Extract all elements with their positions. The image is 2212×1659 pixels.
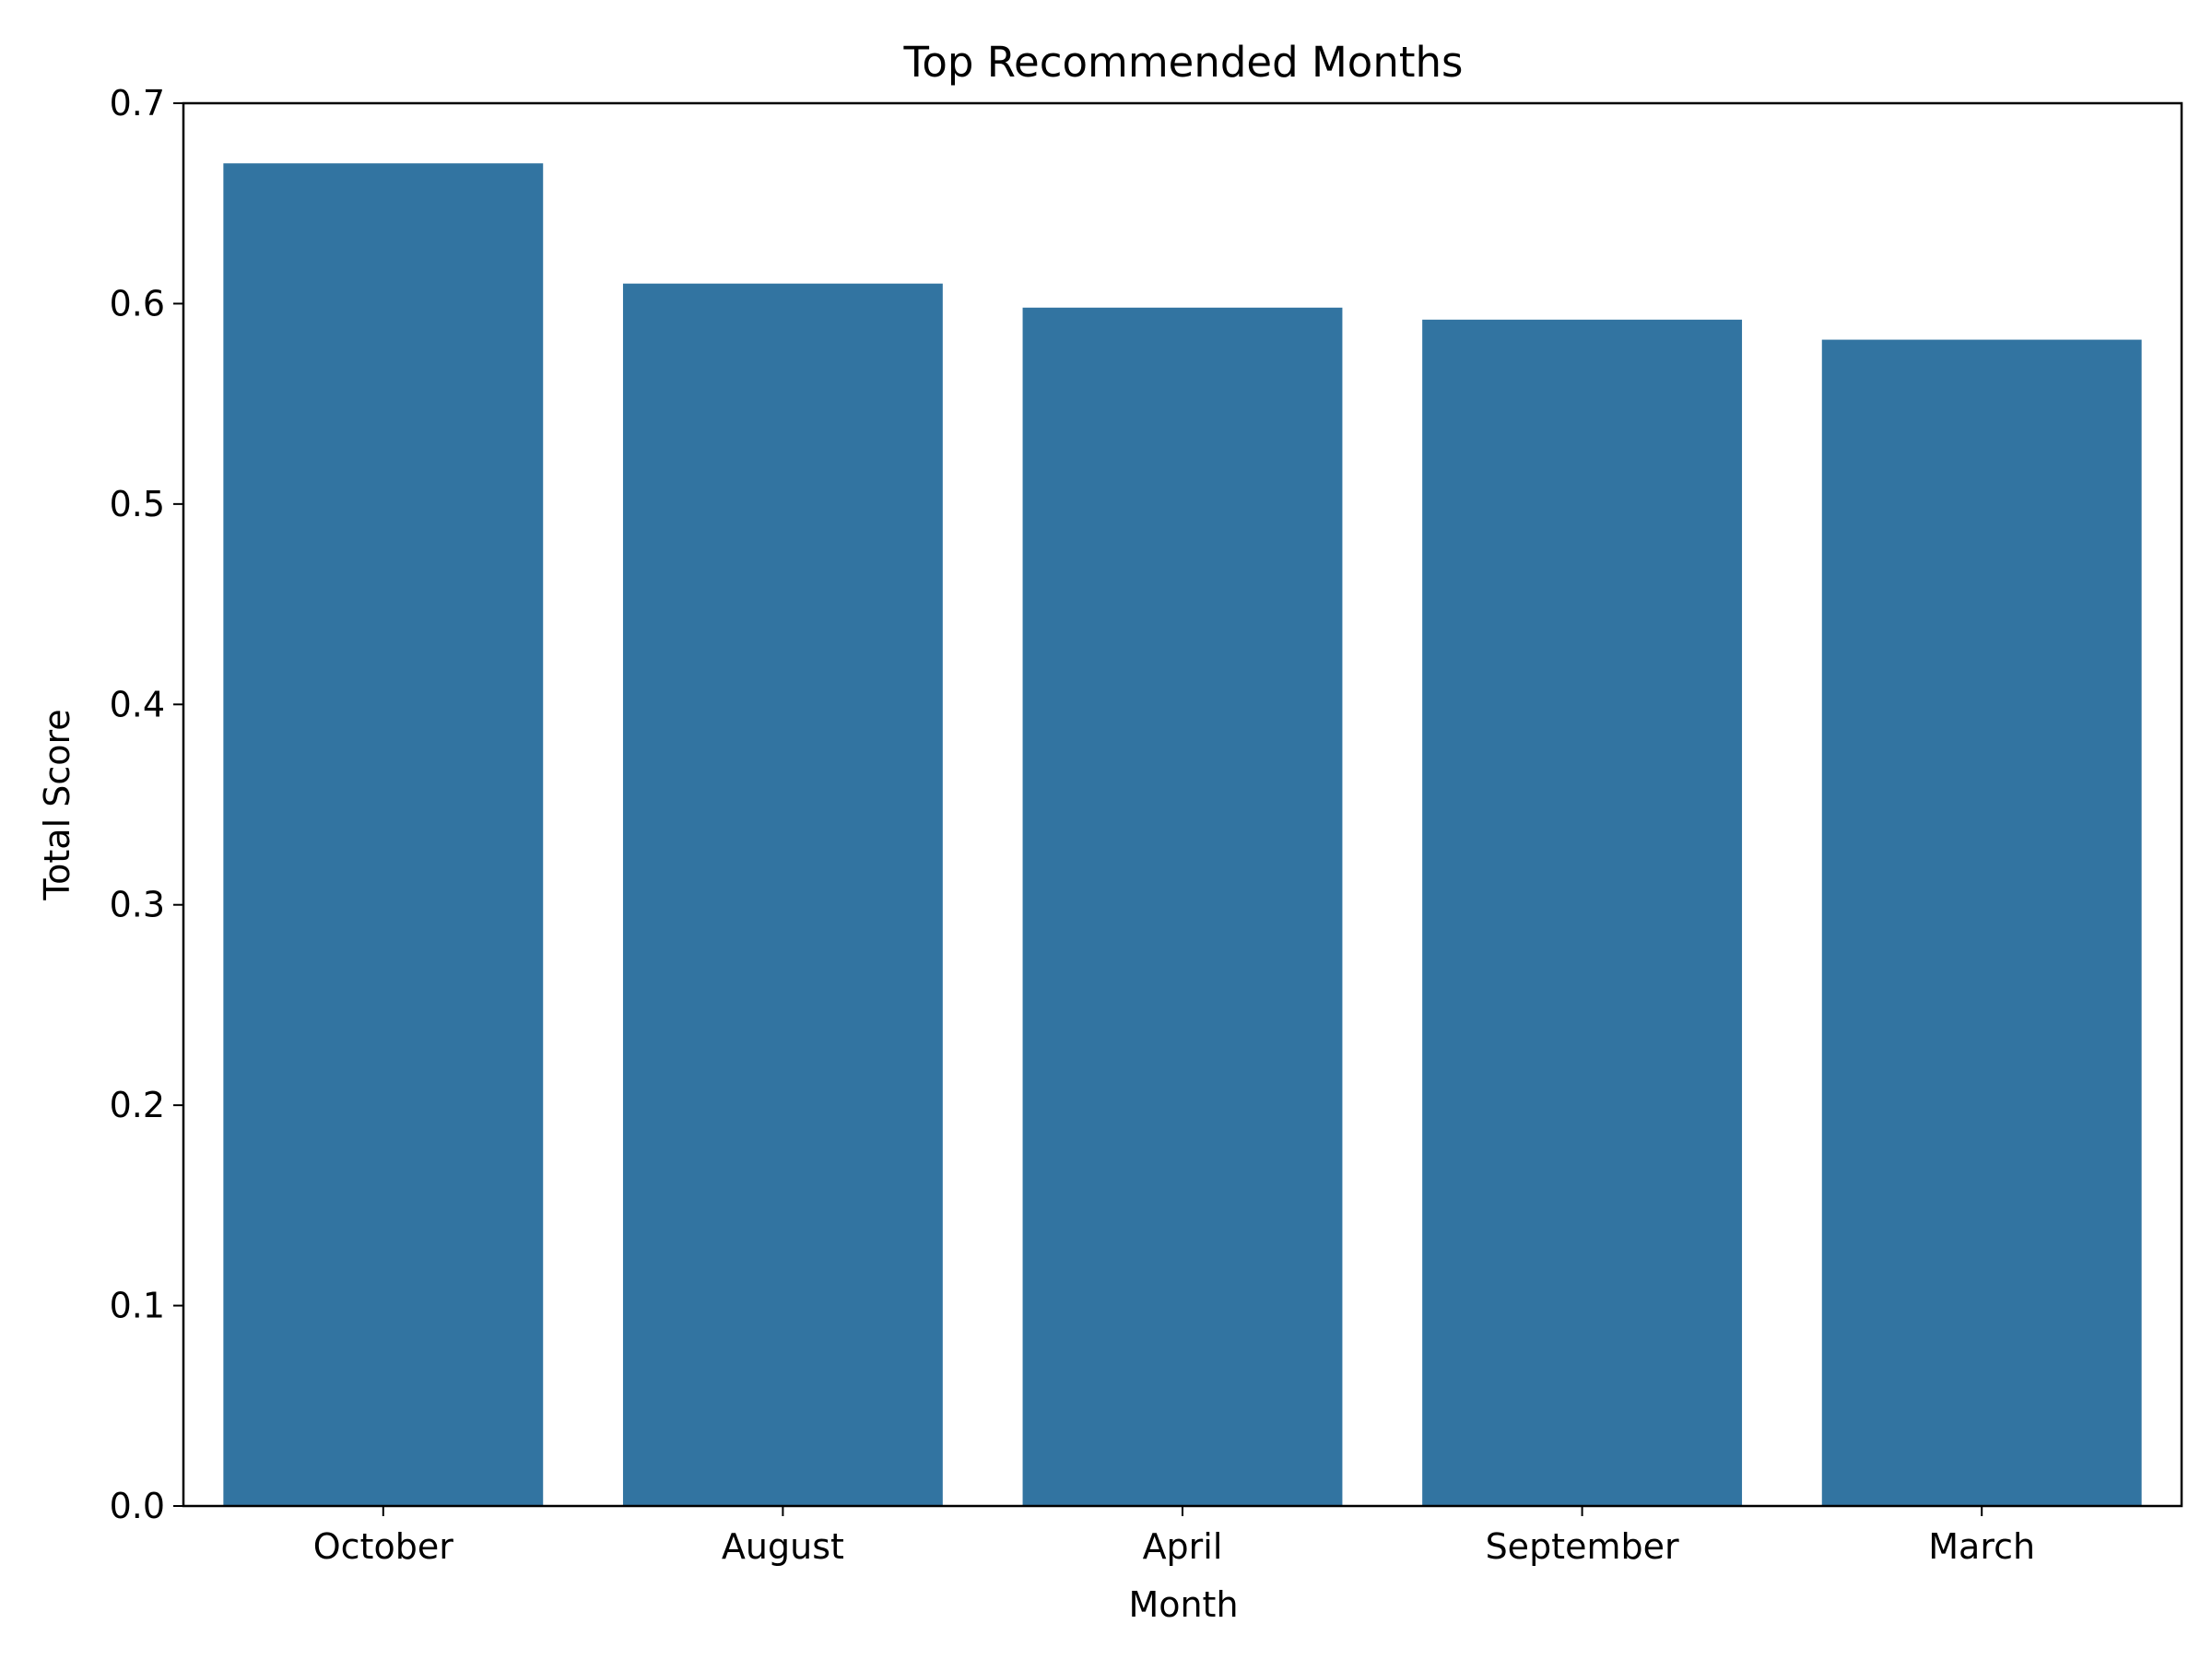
y-axis-label: Total Score — [37, 709, 77, 900]
y-tick-label: 0.6 — [110, 283, 165, 324]
x-axis: October August April September March — [313, 1506, 2035, 1567]
x-tick-label: April — [1143, 1526, 1223, 1567]
y-tick-label: 0.3 — [110, 885, 165, 925]
plot-frame — [182, 101, 2183, 1508]
y-tick-label: 0.1 — [110, 1286, 165, 1326]
bar-march — [1821, 339, 2142, 1506]
x-tick-label: September — [1486, 1526, 1679, 1567]
y-tick-label: 0.5 — [110, 484, 165, 524]
bar-august — [622, 283, 943, 1507]
bar-october — [223, 163, 544, 1507]
y-tick-label: 0.0 — [110, 1486, 165, 1526]
x-axis-label: Month — [1128, 1584, 1238, 1625]
x-tick-label: August — [722, 1526, 844, 1567]
y-tick-label: 0.2 — [110, 1085, 165, 1125]
bars-layer — [223, 163, 2142, 1507]
bar-april — [1022, 307, 1343, 1506]
x-tick-label: March — [1928, 1526, 2035, 1567]
y-tick-label: 0.4 — [110, 684, 165, 724]
y-axis: 0.0 0.1 0.2 0.3 0.4 0.5 0.6 0.7 — [110, 83, 183, 1526]
chart-title: Top Recommended Months — [903, 38, 1464, 87]
bar-september — [1422, 319, 1743, 1506]
x-tick-label: October — [313, 1526, 453, 1567]
y-tick-label: 0.7 — [110, 83, 165, 124]
